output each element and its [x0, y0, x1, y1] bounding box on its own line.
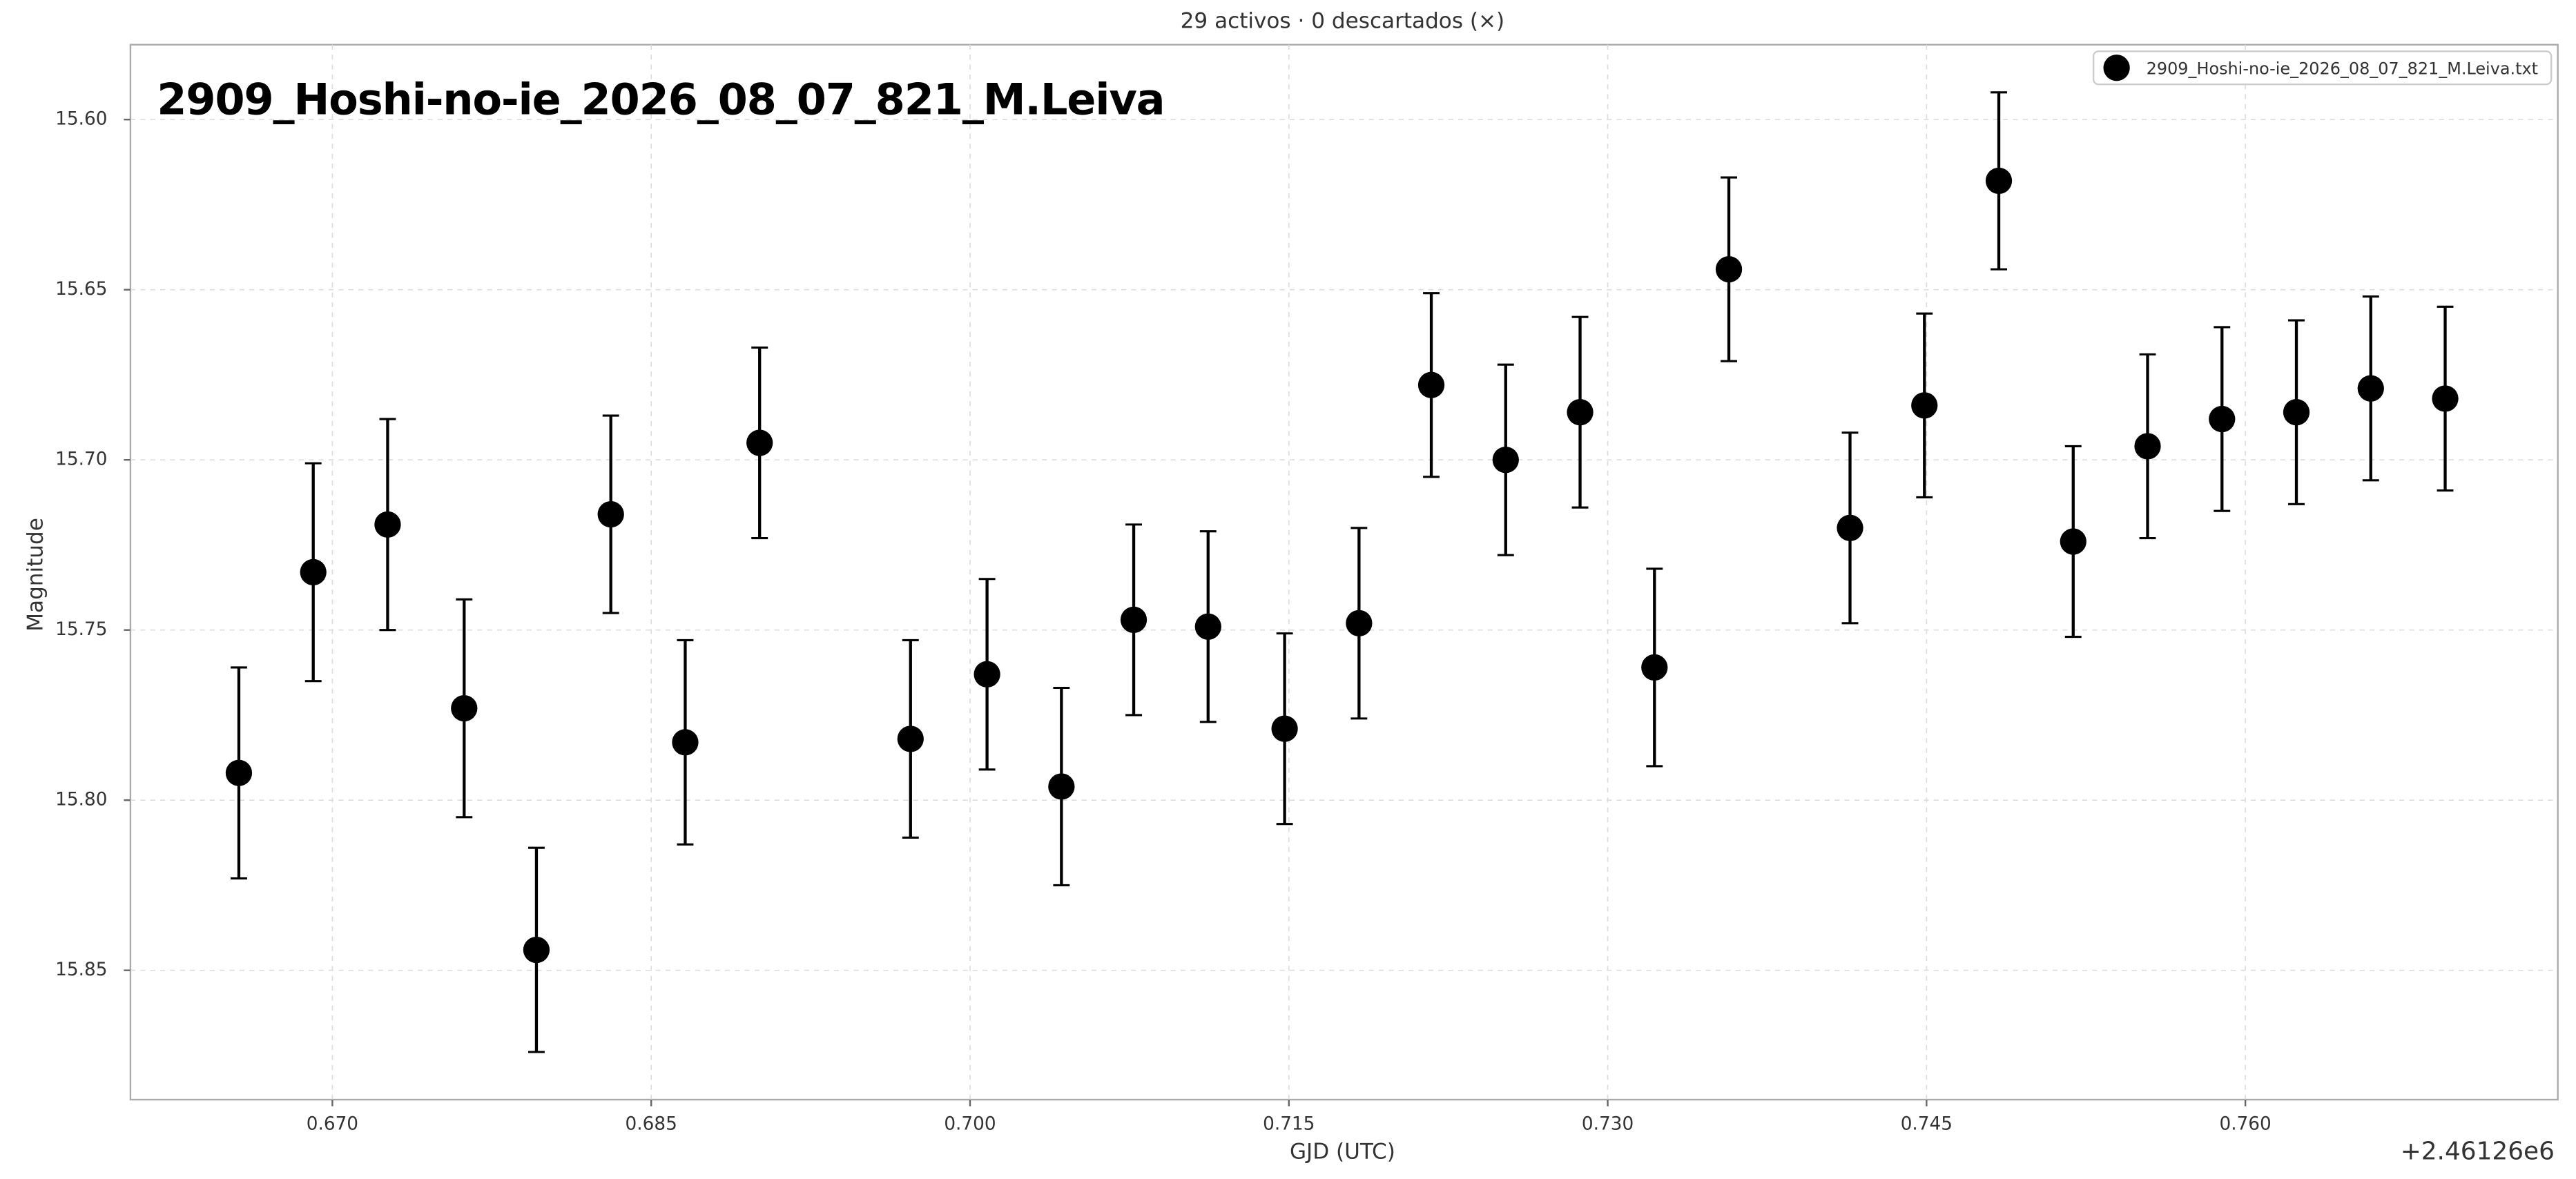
data-point: [1271, 715, 1298, 742]
data-point: [1346, 610, 1373, 636]
chart-title: 2909_Hoshi-no-ie_2026_08_07_821_M.Leiva: [157, 75, 1164, 125]
data-point: [300, 558, 327, 586]
plot-frame: [129, 43, 2559, 1101]
data-point: [225, 759, 253, 786]
y-tick-label: 15.70: [55, 449, 107, 470]
data-point: [1194, 613, 1221, 640]
x-tick-label: 0.715: [1263, 1113, 1315, 1134]
y-tick-label: 15.85: [55, 959, 107, 980]
x-tick-label: 0.745: [1901, 1113, 1953, 1134]
x-axis-label: GJD (UTC): [1290, 1140, 1395, 1165]
legend: 2909_Hoshi-no-ie_2026_08_07_821_M.Leiva.…: [2092, 50, 2553, 86]
data-point: [746, 429, 773, 456]
y-tick-label: 15.75: [55, 619, 107, 640]
data-point: [2432, 385, 2459, 412]
x-tick-label: 0.760: [2219, 1113, 2271, 1134]
x-tick-label: 0.670: [307, 1113, 358, 1134]
legend-label: 2909_Hoshi-no-ie_2026_08_07_821_M.Leiva.…: [2147, 59, 2538, 79]
data-point: [2060, 528, 2086, 555]
data-point: [1911, 392, 1938, 419]
data-point: [2209, 405, 2236, 433]
data-point: [974, 661, 1000, 688]
plot-area: [130, 44, 2558, 1100]
y-tick-label: 15.65: [55, 279, 107, 300]
x-tick-label: 0.685: [626, 1113, 677, 1134]
data-point: [1837, 514, 1863, 541]
x-tick-label: 0.700: [944, 1113, 996, 1134]
y-tick-label: 15.80: [55, 790, 107, 810]
legend-box: [2092, 50, 2553, 86]
data-point: [672, 729, 699, 756]
y-axis-label: Magnitude: [23, 518, 48, 632]
window-title: 29 activos · 0 descartados (×): [1181, 8, 1505, 33]
data-point: [1417, 371, 1445, 398]
x-offset-label: +2.46126e6: [2401, 1138, 2555, 1166]
data-point: [451, 694, 478, 722]
data-point: [1985, 167, 2013, 195]
data-point: [897, 725, 924, 752]
data-point: [1120, 606, 1147, 634]
x-tick-label: 0.730: [1582, 1113, 1634, 1134]
data-point: [1048, 773, 1075, 800]
data-point: [2134, 433, 2161, 460]
data-point: [2357, 375, 2384, 402]
data-point: [1641, 654, 1668, 681]
legend-marker: [2103, 55, 2130, 81]
data-point: [1492, 447, 1519, 474]
data-point: [2283, 399, 2310, 426]
data-point: [523, 936, 550, 964]
data-point: [374, 511, 401, 538]
data-point: [1715, 255, 1743, 283]
data-point: [1567, 399, 1594, 426]
y-tick-label: 15.60: [55, 109, 107, 130]
data-point: [597, 500, 624, 528]
